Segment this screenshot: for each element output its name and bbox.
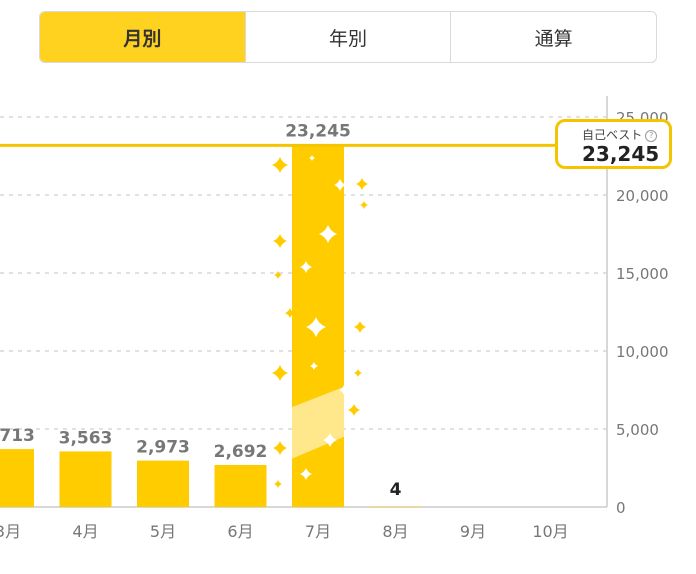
x-tick-label: 4月: [72, 522, 98, 541]
sparkle-icon: [354, 369, 362, 377]
x-tick-label: 6月: [227, 522, 253, 541]
sparkle-icon: [306, 317, 326, 337]
sparkle-icon: [274, 271, 282, 279]
tab-monthly[interactable]: 月別: [40, 12, 245, 62]
bar: [214, 465, 267, 507]
sparkle-icon: [300, 261, 312, 273]
sparkle-icon: [310, 362, 318, 370]
sparkle-icon: [272, 157, 288, 173]
y-tick-label: 20,000: [616, 187, 669, 205]
tab-total[interactable]: 通算: [450, 12, 656, 62]
x-tick-label: 9月: [460, 522, 486, 541]
bar-value-label: 4: [390, 480, 402, 500]
bar: [137, 460, 189, 507]
x-tick-label: 8月: [382, 522, 408, 541]
x-tick-label: 7月: [305, 522, 331, 541]
tab-yearly[interactable]: 年別: [244, 12, 451, 62]
x-tick-label: 10月: [532, 522, 568, 541]
sparkle-icon: [300, 468, 312, 480]
sparkle-icon: [273, 234, 287, 248]
sparkle-icon: [348, 404, 360, 416]
sparkle-icon: [274, 480, 282, 488]
bar-value-label: 23,245: [285, 121, 351, 141]
bar: [0, 449, 34, 507]
sparkle-icon: [272, 365, 288, 381]
sparkle-icon: [309, 155, 315, 161]
bar: [369, 506, 422, 508]
sparkle-icon: [323, 433, 337, 447]
help-icon[interactable]: ?: [645, 130, 658, 142]
sparkle-icon: [319, 225, 337, 243]
sparkle-icon: [360, 201, 368, 209]
sparkle-icon: [356, 178, 368, 190]
personal-best-badge: 自己ベスト? 23,245: [555, 119, 672, 169]
y-tick-label: 5,000: [616, 421, 659, 439]
y-tick-label: 10,000: [616, 343, 669, 361]
bar-value-label: 2,692: [214, 442, 268, 462]
x-tick-label: 3月: [0, 522, 21, 541]
sparkle-icon: [285, 308, 295, 318]
bar: [59, 451, 112, 507]
y-tick-label: 15,000: [616, 265, 669, 283]
period-tabs: 月別 年別 通算: [39, 11, 657, 63]
x-tick-label: 5月: [150, 522, 176, 541]
sparkle-icon: [354, 321, 366, 333]
bar-value-label: 2,973: [136, 438, 190, 458]
sparkle-icon: [334, 179, 346, 191]
sparkle-icon: [339, 385, 349, 395]
personal-best-value: 23,245: [582, 142, 660, 166]
y-tick-label: 0: [616, 499, 626, 517]
sparkle-icon: [273, 441, 287, 455]
personal-best-label: 自己ベスト?: [582, 126, 658, 143]
bar-value-label: 3,563: [59, 428, 113, 448]
bar-value-label: 3,713: [0, 426, 35, 446]
